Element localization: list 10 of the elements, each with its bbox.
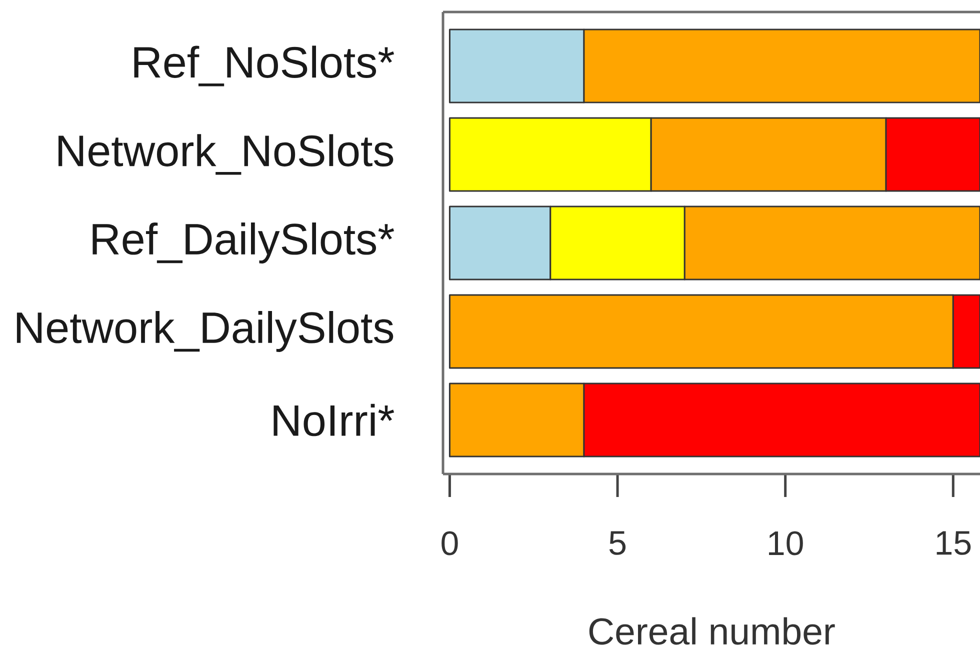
y-tick-label: NoIrri* — [274, 404, 394, 436]
y-tick-label: Ref_DailySlots* — [92, 222, 394, 264]
y-tick-label: Network_DailySlots — [16, 311, 394, 352]
x-tick-label: 10 — [769, 531, 803, 556]
x-tick-label: 5 — [609, 531, 626, 555]
x-tick-label: 15 — [936, 531, 971, 555]
x-tick-label: 0 — [442, 531, 458, 556]
y-tick-label: Ref_NoSlots* — [134, 46, 394, 86]
x-axis-title: Cereal number — [589, 617, 835, 645]
y-tick-label: Network_NoSlots — [58, 134, 394, 175]
